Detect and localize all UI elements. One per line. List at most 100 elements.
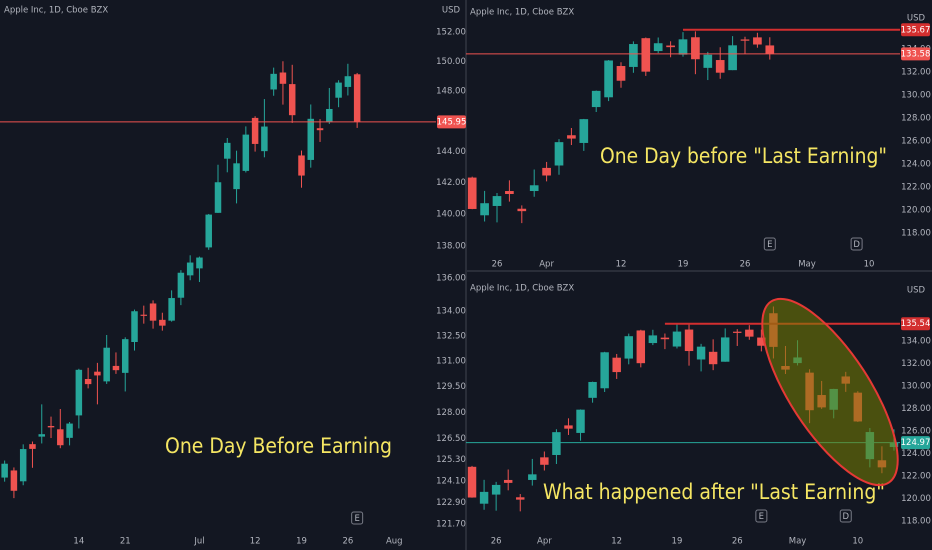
candle-body bbox=[653, 43, 663, 52]
candle-body bbox=[648, 335, 658, 344]
candle-body bbox=[708, 351, 718, 365]
event-label: D bbox=[842, 512, 849, 522]
price-label: 145.95 bbox=[437, 117, 467, 127]
y-tick-label: 152.00 bbox=[436, 27, 466, 37]
chart-title: Apple Inc, 1D, Cboe BZX bbox=[470, 8, 574, 18]
annotation: One Day before "Last Earning" bbox=[600, 144, 887, 168]
candle-body bbox=[529, 185, 539, 192]
y-tick-label: 126.50 bbox=[436, 434, 466, 444]
candle-body bbox=[326, 108, 333, 122]
candle-body bbox=[757, 337, 766, 346]
y-tick-label: 132.50 bbox=[436, 331, 466, 341]
candle-body bbox=[177, 272, 185, 298]
annotation: What happened after "Last Earning" bbox=[543, 480, 885, 504]
candle-body bbox=[728, 45, 737, 71]
candle-body bbox=[57, 429, 64, 446]
y-tick-label: 126.00 bbox=[901, 427, 931, 437]
candle-body bbox=[270, 73, 277, 90]
candle-body bbox=[616, 66, 626, 81]
candle-body bbox=[678, 39, 688, 55]
candle-body bbox=[564, 425, 573, 429]
x-tick-label: 14 bbox=[73, 537, 84, 547]
price-label: 135.67 bbox=[901, 25, 931, 35]
x-tick-label: 12 bbox=[250, 537, 261, 547]
x-tick-label: 10 bbox=[864, 260, 875, 270]
candle-body bbox=[765, 45, 775, 54]
candle-body bbox=[224, 142, 231, 159]
candle-body bbox=[715, 60, 725, 73]
x-tick-label: 10 bbox=[852, 537, 863, 547]
candle-body bbox=[467, 466, 477, 498]
event-marker bbox=[755, 509, 768, 523]
price-label-box bbox=[901, 436, 930, 450]
candle-body bbox=[540, 457, 549, 465]
candle-body bbox=[753, 37, 762, 45]
candle-body bbox=[517, 208, 527, 212]
price-label-box bbox=[901, 47, 930, 61]
event-marker bbox=[763, 237, 776, 251]
candle-body bbox=[196, 257, 203, 269]
candle-body bbox=[612, 357, 621, 373]
candle-body bbox=[251, 117, 259, 144]
candle-body bbox=[214, 182, 222, 213]
x-tick-label: 26 bbox=[740, 260, 751, 270]
candle-body bbox=[567, 135, 576, 139]
chart-title: Apple Inc, 1D, Cboe BZX bbox=[4, 6, 108, 16]
price-label: 133.58 bbox=[901, 49, 931, 59]
candle-body bbox=[205, 214, 212, 248]
y-tick-label: 120.00 bbox=[901, 494, 931, 504]
y-tick-label: 130.00 bbox=[901, 90, 931, 100]
candle-body bbox=[288, 84, 296, 116]
y-tick-label: 144.00 bbox=[436, 147, 466, 157]
annotation: One Day Before Earning bbox=[165, 434, 392, 458]
candle-body bbox=[344, 76, 352, 87]
candle-body bbox=[149, 303, 157, 321]
candle-body bbox=[491, 484, 501, 495]
candle-body bbox=[703, 54, 713, 68]
x-tick-label: 21 bbox=[120, 537, 131, 547]
y-tick-label: 134.00 bbox=[436, 306, 466, 316]
y-tick-label: 118.00 bbox=[901, 517, 931, 527]
candle-body bbox=[629, 44, 638, 67]
y-tick-label: 130.00 bbox=[901, 382, 931, 392]
event-marker bbox=[351, 511, 364, 525]
candle-body bbox=[307, 118, 315, 160]
candle-body bbox=[316, 128, 324, 131]
y-tick-label: 126.00 bbox=[901, 136, 931, 146]
y-tick-label: 120.00 bbox=[901, 205, 931, 215]
x-tick-label: Apr bbox=[539, 260, 554, 270]
x-tick-label: 26 bbox=[342, 537, 353, 547]
x-tick-label: 26 bbox=[732, 537, 743, 547]
candle-body bbox=[261, 126, 268, 152]
candle-body bbox=[242, 134, 250, 171]
candle-body bbox=[94, 371, 101, 376]
x-tick-label: 26 bbox=[492, 260, 503, 270]
y-tick-label: 128.00 bbox=[436, 408, 466, 418]
candle-body bbox=[516, 497, 525, 500]
candle-body bbox=[168, 298, 175, 321]
candle-body bbox=[492, 196, 502, 206]
price-label: 135.54 bbox=[901, 319, 931, 329]
x-tick-label: 12 bbox=[611, 537, 622, 547]
candle-body bbox=[528, 474, 537, 480]
candle-body bbox=[29, 444, 36, 449]
currency-label: USD bbox=[442, 6, 461, 16]
y-tick-label: 122.00 bbox=[901, 182, 931, 192]
candle-body bbox=[588, 381, 597, 398]
candle-body bbox=[624, 336, 633, 359]
candle-body bbox=[579, 119, 589, 143]
highlight-ellipse bbox=[761, 297, 899, 487]
x-tick-label: 19 bbox=[678, 260, 689, 270]
x-tick-label: 19 bbox=[672, 537, 683, 547]
candle-body bbox=[576, 409, 585, 433]
y-tick-label: 118.00 bbox=[901, 228, 931, 238]
candle-body bbox=[103, 347, 110, 382]
candle-body bbox=[159, 319, 166, 326]
currency-label: USD bbox=[907, 14, 926, 24]
x-tick-label: 19 bbox=[296, 537, 307, 547]
price-label-box bbox=[437, 115, 466, 129]
candle-body bbox=[47, 425, 55, 428]
y-tick-label: 140.00 bbox=[436, 209, 466, 219]
y-tick-label: 136.00 bbox=[436, 274, 466, 284]
